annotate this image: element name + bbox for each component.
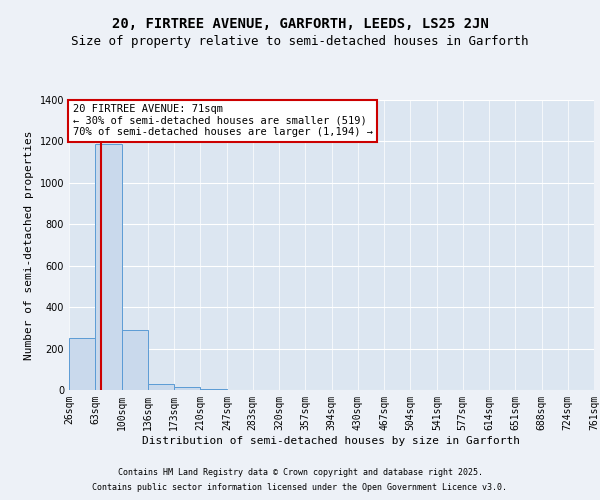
Bar xyxy=(148,384,174,390)
Bar xyxy=(122,330,148,390)
Text: 20 FIRTREE AVENUE: 71sqm
← 30% of semi-detached houses are smaller (519)
70% of : 20 FIRTREE AVENUE: 71sqm ← 30% of semi-d… xyxy=(73,104,373,138)
Text: 20, FIRTREE AVENUE, GARFORTH, LEEDS, LS25 2JN: 20, FIRTREE AVENUE, GARFORTH, LEEDS, LS2… xyxy=(112,18,488,32)
Y-axis label: Number of semi-detached properties: Number of semi-detached properties xyxy=(24,130,34,360)
Bar xyxy=(174,387,200,390)
Bar xyxy=(95,144,122,390)
X-axis label: Distribution of semi-detached houses by size in Garforth: Distribution of semi-detached houses by … xyxy=(143,436,521,446)
Text: Contains public sector information licensed under the Open Government Licence v3: Contains public sector information licen… xyxy=(92,483,508,492)
Text: Contains HM Land Registry data © Crown copyright and database right 2025.: Contains HM Land Registry data © Crown c… xyxy=(118,468,482,477)
Bar xyxy=(69,338,95,390)
Text: Size of property relative to semi-detached houses in Garforth: Size of property relative to semi-detach… xyxy=(71,35,529,48)
